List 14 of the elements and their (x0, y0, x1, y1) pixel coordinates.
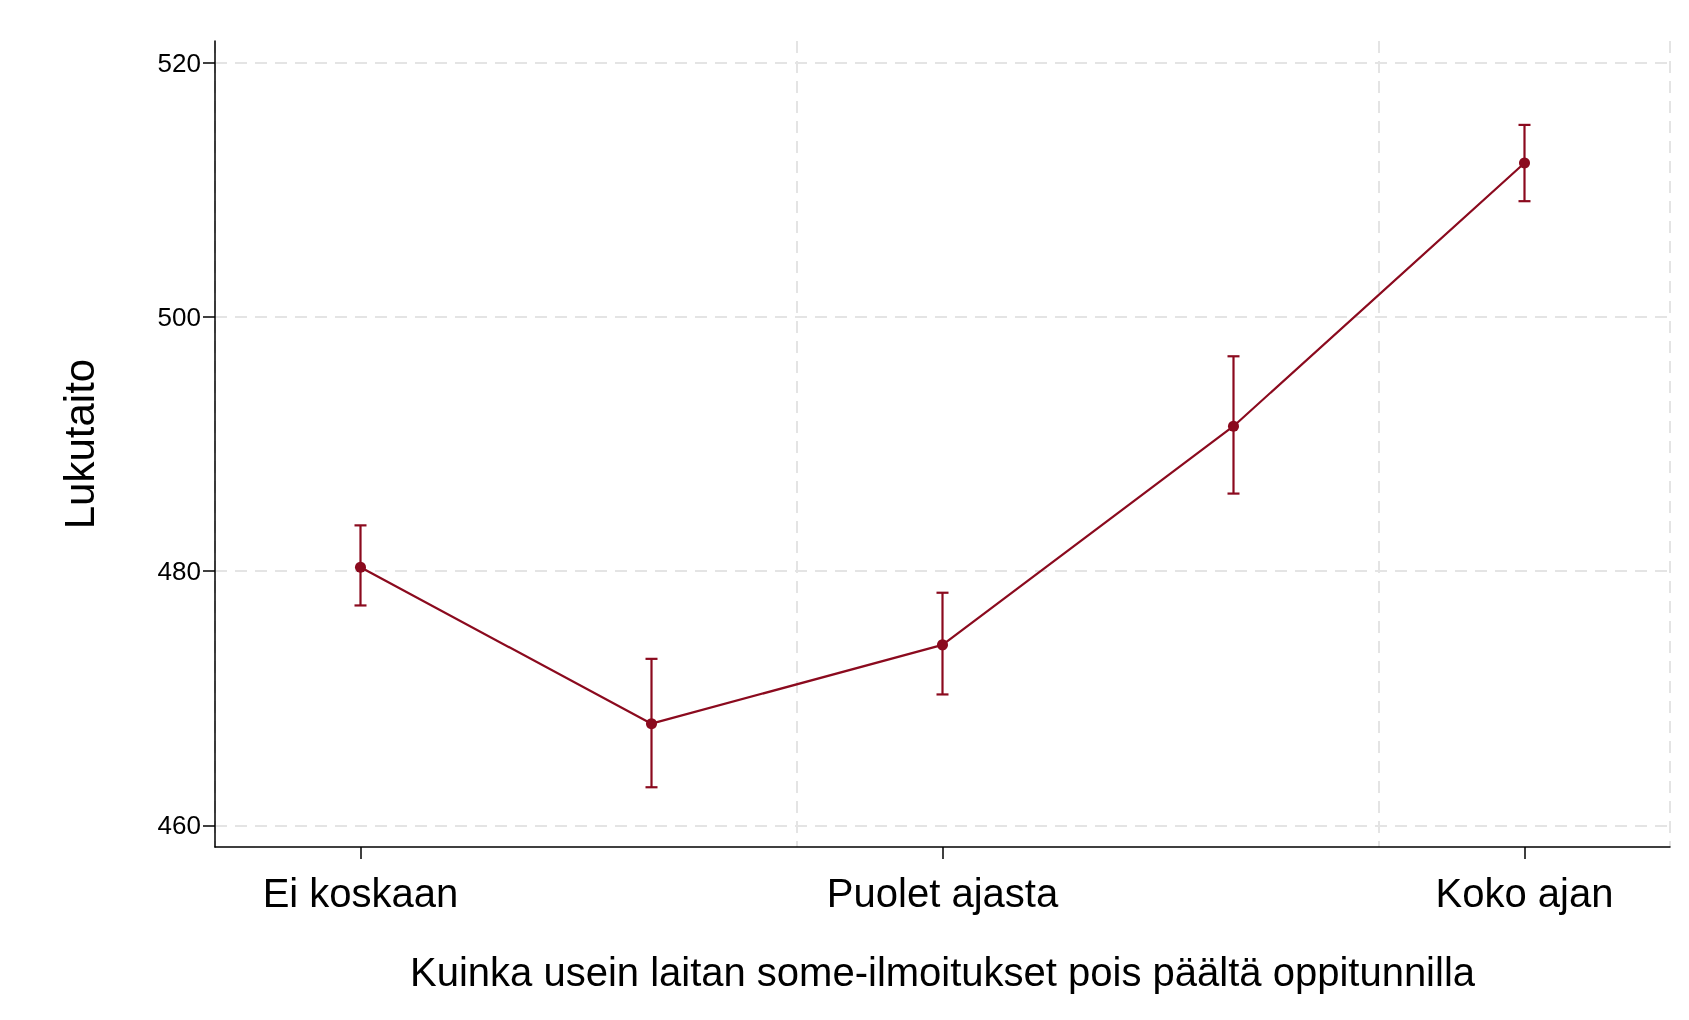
point (1228, 420, 1239, 432)
point (646, 718, 657, 730)
y-tick-label: 480 (157, 556, 201, 587)
x-tick-label: Puolet ajasta (826, 871, 1059, 915)
y-tick-label: 520 (157, 47, 201, 78)
x-tick-label: Koko ajan (1435, 871, 1614, 915)
y-tick-label: 500 (157, 301, 201, 332)
point (1519, 157, 1530, 169)
point (937, 639, 948, 651)
point (355, 561, 366, 573)
y-tick-label: 460 (157, 810, 201, 841)
x-tick-label: Ei koskaan (262, 871, 459, 915)
x-axis-title: Kuinka usein laitan some-ilmoitukset pois päältä oppitunnilla (409, 950, 1476, 994)
y-axis-title: Lukutaito (55, 358, 103, 530)
